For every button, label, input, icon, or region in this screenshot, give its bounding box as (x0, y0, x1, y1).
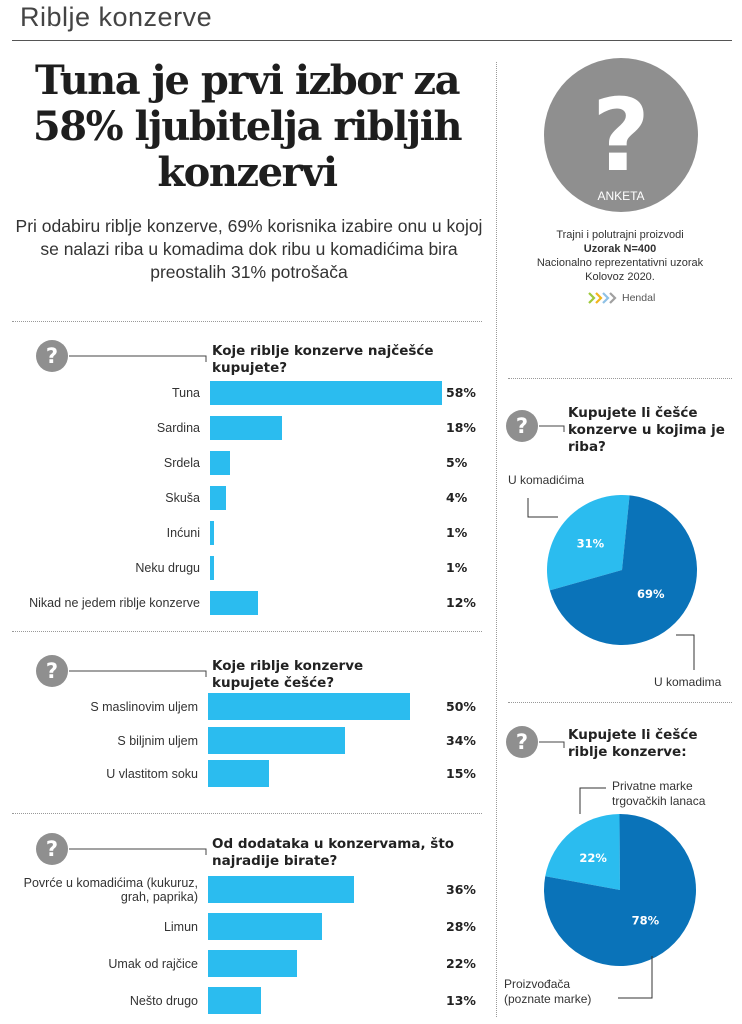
bar-label: Nešto drugo (129, 993, 198, 1008)
survey-badge: ? ANKETA (544, 58, 698, 212)
subheadline: Pri odabiru riblje konzerve, 69% korisni… (15, 216, 483, 282)
bar-label: Sardina (156, 421, 200, 435)
leader-line (676, 634, 695, 670)
pie-category-label: U komadićima (508, 473, 584, 487)
bar-label: S maslinovim uljem (90, 699, 198, 714)
question-icon: ? (506, 410, 566, 444)
badge-text: ANKETA (597, 189, 644, 203)
pie-category-label: Privatne marke trgovačkih lanaca (612, 779, 706, 808)
bar (210, 591, 258, 615)
chart-title: Od dodataka u konzervama, što najradije … (212, 836, 455, 869)
bar-value-label: 1% (446, 560, 468, 575)
headline: Tuna je prvi izbor za 58% ljubitelja rib… (32, 57, 463, 196)
bar-value-label: 15% (446, 765, 476, 781)
bar-label: Nikad ne jedem riblje konzerve (29, 596, 200, 610)
bar (210, 416, 282, 440)
bar-value-label: 22% (446, 955, 476, 971)
bar-value-label: 50% (446, 698, 476, 714)
bar-label: Povrće u komadićima (kukuruz, grah, papr… (23, 875, 198, 904)
bar-label: Limun (163, 919, 198, 934)
pie-value-label: 22% (579, 851, 607, 865)
bar-value-label: 13% (446, 992, 476, 1008)
svg-text:?: ? (516, 414, 528, 438)
bar-label: U vlastitom soku (106, 766, 198, 781)
question-icon: ? (36, 340, 211, 374)
chart-title: Kupujete li češće konzerve u kojima je r… (568, 405, 725, 455)
bar (208, 987, 261, 1014)
divider (12, 813, 482, 814)
leader-line (527, 498, 558, 518)
section-title: Riblje konzerve (20, 2, 213, 32)
question-icon: ? (506, 726, 566, 760)
bar (210, 556, 214, 580)
chart-title: Koje riblje konzerve kupujete češće? (212, 658, 364, 691)
pie-category-label: U komadima (654, 675, 722, 689)
chart-title: Kupujete li češće riblje konzerve: (568, 727, 698, 760)
pie-slice (547, 495, 630, 591)
svg-text:?: ? (46, 837, 58, 861)
bar (208, 950, 298, 977)
question-icon: ? (36, 655, 211, 689)
bar (210, 451, 230, 475)
bar (208, 760, 269, 787)
svg-text:?: ? (46, 344, 58, 368)
bar-label: Srdela (163, 456, 200, 470)
bar-label: Tuna (171, 386, 200, 400)
survey-info-line: Nacionalno reprezentativni uzorak (536, 257, 704, 269)
pie-value-label: 31% (577, 536, 605, 550)
bar-value-label: 1% (446, 525, 468, 540)
bar-value-label: 4% (446, 490, 468, 505)
divider (508, 702, 732, 703)
survey-sample: Uzorak N=400 (583, 243, 657, 255)
leader-line (618, 956, 653, 999)
bar-label: Neku drugu (135, 561, 200, 575)
brand-name: Hendal (622, 292, 656, 304)
pie-chart-fish-pieces: 31% 69% U komadićima U komadima (508, 473, 722, 689)
bar-value-label: 5% (446, 455, 468, 470)
svg-text:?: ? (516, 730, 528, 754)
pie-value-label: 69% (637, 587, 665, 601)
chart-title: Koje riblje konzerve najčešće kupujete? (212, 343, 434, 376)
bar (208, 913, 322, 940)
question-mark-icon: ? (592, 77, 650, 194)
bar (208, 727, 346, 754)
pie-slice (544, 814, 696, 966)
divider (508, 378, 732, 379)
pie-chart-brands: 22% 78% Privatne marke trgovačkih lanaca Pro… (504, 779, 706, 1006)
survey-date: Kolovoz 2020. (585, 271, 655, 283)
bar-value-label: 36% (446, 881, 476, 897)
bar-value-label: 18% (446, 420, 476, 435)
bar-value-label: 12% (446, 595, 476, 610)
bar-label: Umak od rajčice (108, 956, 198, 971)
bar (208, 876, 354, 903)
bar (210, 521, 214, 545)
bar-value-label: 58% (446, 385, 476, 400)
bar-value-label: 28% (446, 918, 476, 934)
leader-line (579, 787, 606, 814)
pie-value-label: 78% (632, 913, 660, 927)
divider (12, 321, 482, 322)
bar-label: Skuša (165, 491, 200, 505)
bar (210, 381, 442, 405)
divider (12, 631, 482, 632)
question-icon: ? (36, 833, 211, 867)
column-divider (496, 62, 497, 1017)
pie-slice (549, 495, 697, 645)
pie-category-label: Proizvođača (poznate marke) (504, 977, 591, 1006)
survey-info-line: Trajni i polutrajni proizvodi (556, 229, 684, 241)
bar-label: S biljnim uljem (117, 733, 198, 748)
bar (208, 693, 410, 720)
bar (210, 486, 226, 510)
pie-slice (545, 814, 620, 890)
survey-info: Trajni i polutrajni proizvodi Uzorak N=4… (512, 228, 728, 284)
bar-label: Inćuni (166, 526, 200, 540)
brand-logo: Hendal (588, 290, 655, 306)
hendal-logo-icon (588, 292, 617, 304)
bar-value-label: 34% (446, 732, 476, 748)
svg-text:?: ? (46, 659, 58, 683)
header-rule (12, 40, 732, 41)
